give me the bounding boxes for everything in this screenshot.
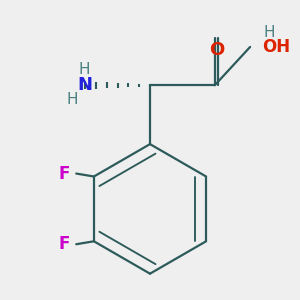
Text: F: F: [59, 235, 70, 253]
Text: H: H: [263, 25, 275, 40]
Text: N: N: [78, 76, 93, 94]
Text: H: H: [78, 61, 89, 76]
Text: F: F: [59, 165, 70, 183]
Text: O: O: [208, 41, 224, 59]
Text: OH: OH: [262, 38, 290, 56]
Text: H: H: [66, 92, 78, 107]
